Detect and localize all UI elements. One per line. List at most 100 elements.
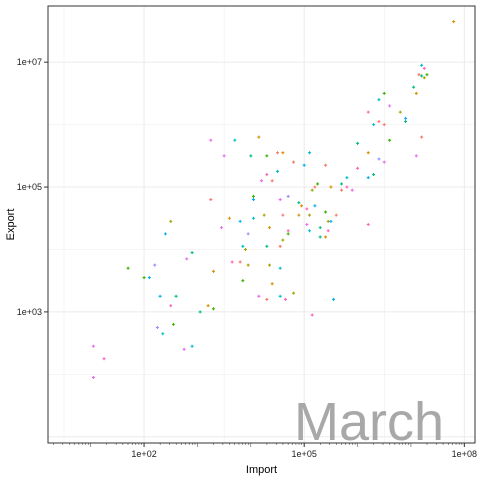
data-point (310, 188, 314, 192)
y-axis-title: Export (5, 209, 17, 241)
data-point (425, 73, 429, 77)
data-point (305, 223, 309, 226)
data-point (265, 244, 269, 248)
data-point (268, 263, 272, 267)
data-point (169, 304, 173, 308)
data-point (302, 163, 306, 167)
data-point (227, 216, 231, 220)
x-tick-label: 1e+08 (452, 449, 477, 459)
data-point (422, 66, 426, 70)
data-point (262, 213, 266, 217)
data-point (276, 169, 280, 173)
data-point (286, 229, 290, 233)
data-point (382, 160, 386, 164)
data-point (324, 163, 328, 167)
data-point (382, 123, 386, 127)
data-point (243, 247, 247, 251)
data-point (268, 226, 272, 230)
data-point (91, 375, 95, 379)
data-point (270, 179, 274, 183)
data-point (185, 257, 189, 261)
data-point (251, 216, 255, 220)
data-point (316, 182, 320, 186)
data-point (251, 194, 255, 198)
data-point (377, 119, 381, 123)
data-point (155, 326, 159, 330)
data-point (257, 135, 261, 139)
data-point (377, 157, 381, 161)
data-point (211, 269, 215, 273)
data-point (377, 98, 381, 102)
data-point (326, 219, 330, 223)
data-point (350, 188, 354, 192)
data-point (251, 198, 255, 202)
data-point (171, 322, 175, 326)
data-point (278, 266, 282, 270)
data-point (334, 213, 338, 217)
data-point (153, 263, 157, 267)
gridlines (48, 6, 475, 443)
data-point (382, 91, 386, 95)
data-point (246, 232, 250, 236)
data-point (324, 210, 328, 214)
data-point (366, 151, 370, 155)
data-point (313, 185, 317, 189)
data-point (404, 116, 408, 120)
data-point (452, 20, 456, 24)
data-point (206, 304, 210, 308)
data-point (308, 213, 312, 217)
data-point (340, 182, 344, 186)
data-point (366, 110, 370, 114)
data-point (372, 173, 376, 177)
x-tick-label: 1e+02 (131, 449, 156, 459)
data-point (209, 138, 213, 142)
month-annotation: March (294, 392, 444, 452)
data-point (278, 244, 282, 248)
data-point (174, 294, 178, 298)
data-point (182, 347, 186, 351)
data-point (308, 229, 312, 233)
data-point (422, 76, 426, 80)
data-point (142, 276, 146, 280)
data-point (412, 85, 416, 89)
plot-panel-border (47, 5, 476, 444)
data-point (318, 235, 322, 239)
data-point (420, 63, 424, 67)
data-point (233, 138, 237, 142)
data-point (414, 154, 418, 158)
x-axis-title: Import (246, 464, 277, 476)
data-point (211, 307, 215, 311)
data-point (198, 310, 202, 314)
data-point (246, 263, 250, 267)
data-point (281, 213, 285, 217)
data-point (147, 276, 151, 280)
data-point (366, 176, 370, 180)
data-point (340, 188, 344, 192)
data-point (241, 244, 245, 248)
data-point (126, 266, 130, 270)
data-point (270, 282, 274, 286)
data-point (297, 201, 301, 205)
data-point (278, 198, 282, 202)
data-point (388, 104, 392, 108)
data-point (276, 151, 280, 155)
data-point (265, 154, 269, 158)
data-point (366, 223, 370, 226)
data-point (286, 232, 290, 236)
data-point (329, 185, 333, 189)
data-point (219, 226, 223, 230)
data-point (297, 213, 301, 217)
data-point (281, 238, 285, 242)
data-point (414, 91, 418, 95)
data-point (260, 179, 263, 183)
data-point (417, 73, 421, 77)
data-point (420, 135, 424, 139)
data-point (356, 166, 360, 170)
data-point (318, 226, 322, 230)
data-point (404, 119, 408, 123)
data-point (222, 154, 226, 158)
data-point (190, 251, 194, 255)
data-point (284, 297, 288, 301)
data-point (308, 151, 312, 155)
